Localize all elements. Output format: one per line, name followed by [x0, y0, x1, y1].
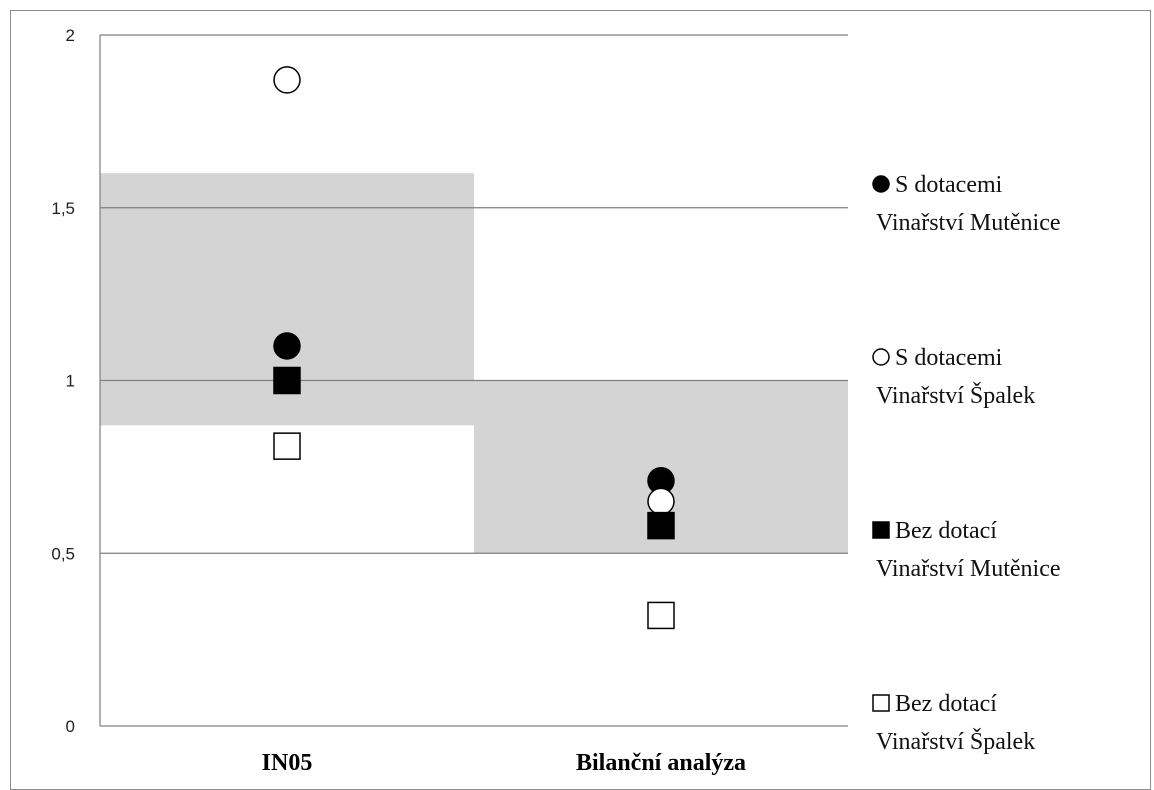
legend-marker-open-square	[872, 694, 890, 712]
y-tick-label: 2	[66, 26, 75, 45]
data-point-filled-square	[273, 366, 301, 395]
legend-label-line2: Vinařství Špalek	[876, 728, 1035, 755]
legend-marker-filled-circle	[872, 175, 890, 193]
legend-label-line2: Vinařství Mutěnice	[876, 556, 1061, 582]
data-point-open-square	[273, 432, 301, 460]
legend-label-line2: Vinařství Mutěnice	[876, 210, 1061, 236]
y-tick-label: 1	[66, 372, 75, 391]
x-category-label: Bilanční analýza	[576, 750, 746, 776]
legend-label-line1: S dotacemi	[895, 345, 1003, 371]
x-category-label: IN05	[262, 750, 313, 776]
data-points	[273, 66, 675, 630]
data-point-open-square	[647, 601, 675, 630]
data-point-open-circle	[273, 66, 301, 94]
legend-marker-open-circle	[872, 348, 890, 366]
gridlines	[100, 34, 848, 554]
legend: S dotacemi Vinařství Mutěnice S dotacemi Vi…	[872, 172, 1061, 755]
legend-label-line1: Bez dotací	[895, 691, 997, 717]
axes: 0 0,5 1 1,5 2 IN05 Bilanční analýza	[51, 26, 848, 776]
data-point-open-circle	[647, 487, 675, 516]
y-tick-label: 0,5	[51, 544, 75, 563]
data-point-filled-circle	[273, 332, 301, 360]
legend-label-line2: Vinařství Špalek	[876, 382, 1035, 409]
y-tick-label: 0	[66, 717, 75, 736]
legend-label-line1: S dotacemi	[895, 172, 1003, 198]
data-point-filled-square	[647, 511, 675, 540]
y-tick-label: 1,5	[51, 199, 75, 218]
shaded-bands	[100, 173, 848, 554]
legend-marker-filled-square	[872, 521, 890, 539]
legend-label-line1: Bez dotací	[895, 518, 997, 544]
